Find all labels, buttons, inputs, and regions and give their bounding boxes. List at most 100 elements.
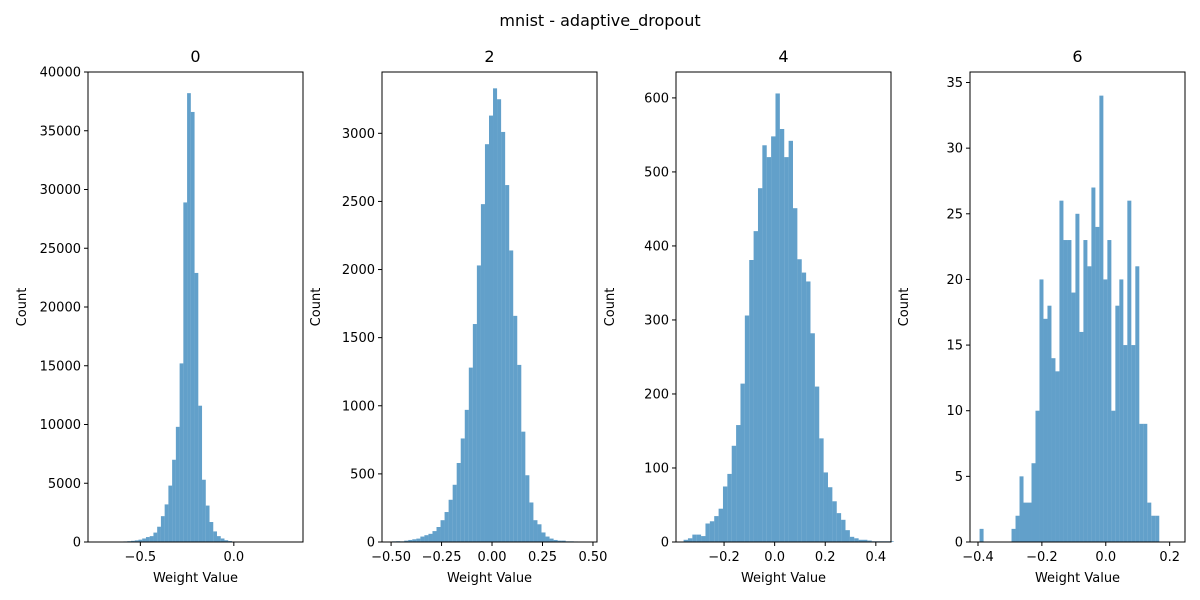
- subplots: −0.5 0.0050001000015000200002500030000350…: [15, 47, 1186, 586]
- y-tick-label: 40000: [40, 66, 81, 81]
- x-tick-label: −0.4: [962, 550, 994, 565]
- histogram-bar: [779, 128, 785, 543]
- histogram-bar: [1115, 305, 1120, 542]
- histogram-bar: [722, 486, 728, 542]
- histogram-bar: [138, 539, 143, 542]
- y-tick-label: 2500: [342, 195, 375, 210]
- histogram-bar: [1035, 410, 1040, 542]
- histogram-bar: [561, 540, 566, 542]
- histogram-bar: [416, 538, 421, 542]
- histogram-bar: [819, 438, 824, 542]
- subplot-1: −0.50 −0.25 0.00 0.25 0.50 0 500 1000 1500 2000 25…: [309, 47, 607, 586]
- histogram-bar: [440, 520, 445, 542]
- plot-frame: [969, 71, 1186, 543]
- y-axis-label: Count: [897, 288, 912, 327]
- histogram-bar: [1083, 240, 1088, 543]
- histogram-bar: [1119, 279, 1124, 542]
- histogram-bar: [501, 131, 506, 542]
- histogram-bar: [541, 532, 546, 542]
- x-tick-label: −0.5: [125, 550, 157, 565]
- y-tick-label: 0: [661, 536, 669, 551]
- histogram-bar: [788, 140, 793, 542]
- x-tick-label: −0.2: [708, 550, 740, 565]
- y-tick-label: 300: [644, 313, 669, 328]
- histogram-bar: [464, 409, 469, 542]
- subplot-title: 0: [190, 47, 200, 66]
- y-tick-label: 5: [955, 470, 963, 485]
- histogram-bar: [444, 512, 449, 542]
- y-tick-label: 500: [644, 165, 669, 180]
- histogram-bar: [771, 136, 776, 542]
- histogram-bar: [858, 539, 863, 542]
- histogram-bar: [545, 536, 550, 542]
- histogram-bar: [476, 265, 481, 542]
- histogram-bar: [836, 513, 842, 542]
- histogram-bar: [1095, 226, 1100, 543]
- x-axis-label: Weight Value: [447, 571, 532, 586]
- histogram-bar: [1063, 240, 1068, 543]
- x-axis-label: Weight Value: [741, 571, 826, 586]
- subplot-title: 4: [778, 47, 788, 66]
- y-tick-label: 600: [644, 91, 669, 106]
- histogram-bar: [497, 99, 502, 542]
- histogram-bar: [175, 426, 180, 542]
- histogram-bar: [701, 536, 706, 542]
- y-tick-label: 500: [350, 467, 375, 482]
- subplot-title: 6: [1072, 47, 1082, 66]
- histogram-bar: [183, 202, 188, 542]
- histogram-bar: [468, 367, 473, 542]
- histogram-bar: [509, 250, 514, 542]
- histogram-bar: [1015, 515, 1020, 542]
- histogram-bar: [867, 540, 872, 542]
- x-axis-label: Weight Value: [153, 571, 238, 586]
- histogram-bar: [472, 324, 477, 542]
- histogram-bar: [131, 540, 135, 542]
- histogram-bar: [766, 157, 772, 542]
- histogram-bar: [979, 528, 984, 542]
- histogram-bar: [408, 539, 413, 542]
- y-tick-label: 35: [946, 76, 963, 91]
- histogram-bar: [1151, 515, 1156, 542]
- subplot-3: −0.4 −0.2 0.0 0.2 0 5 10 15 20 25 30 35 6 Weight Valu…: [897, 47, 1186, 586]
- histogram-bar: [718, 508, 723, 542]
- y-axis-label: Count: [309, 288, 324, 327]
- histogram-bar: [533, 520, 538, 542]
- histogram-bar: [727, 473, 732, 542]
- figure-suptitle: mnist - adaptive_dropout: [499, 11, 700, 31]
- histogram-bars: [392, 88, 582, 542]
- histogram-bar: [806, 281, 811, 542]
- y-tick-label: 25: [946, 207, 963, 222]
- y-tick-label: 15000: [40, 359, 81, 374]
- histogram-bar: [436, 527, 441, 542]
- histogram-bar: [157, 526, 161, 542]
- y-tick-label: 1500: [342, 331, 375, 346]
- histogram-bar: [190, 111, 195, 542]
- histogram-bars: [979, 95, 1160, 543]
- y-tick-label: 0: [955, 536, 963, 551]
- histogram-bar: [1123, 345, 1128, 542]
- histogram-bar: [744, 315, 750, 542]
- histogram-bar: [205, 505, 210, 542]
- histogram-bar: [202, 479, 206, 542]
- histogram-bar: [1103, 279, 1108, 542]
- histogram-bar: [179, 363, 184, 542]
- histogram-bar: [696, 534, 702, 542]
- histogram-bar: [513, 315, 518, 542]
- histogram-bar: [687, 538, 693, 542]
- histogram-bar: [832, 501, 837, 542]
- histogram-bar: [145, 537, 150, 542]
- histogram-bar: [762, 145, 767, 542]
- histogram-bar: [1139, 423, 1144, 542]
- histogram-bar: [740, 383, 745, 542]
- plot-frame: [675, 71, 892, 543]
- histogram-bar: [823, 472, 828, 542]
- histogram-bar: [224, 540, 229, 542]
- histogram-bar: [1075, 213, 1080, 543]
- histogram-bar: [521, 431, 526, 542]
- y-tick-label: 100: [644, 461, 669, 476]
- histogram-bar: [1107, 240, 1112, 543]
- histogram-bar: [420, 536, 425, 542]
- histogram-bar: [1131, 345, 1136, 542]
- y-tick-label: 30: [946, 142, 963, 157]
